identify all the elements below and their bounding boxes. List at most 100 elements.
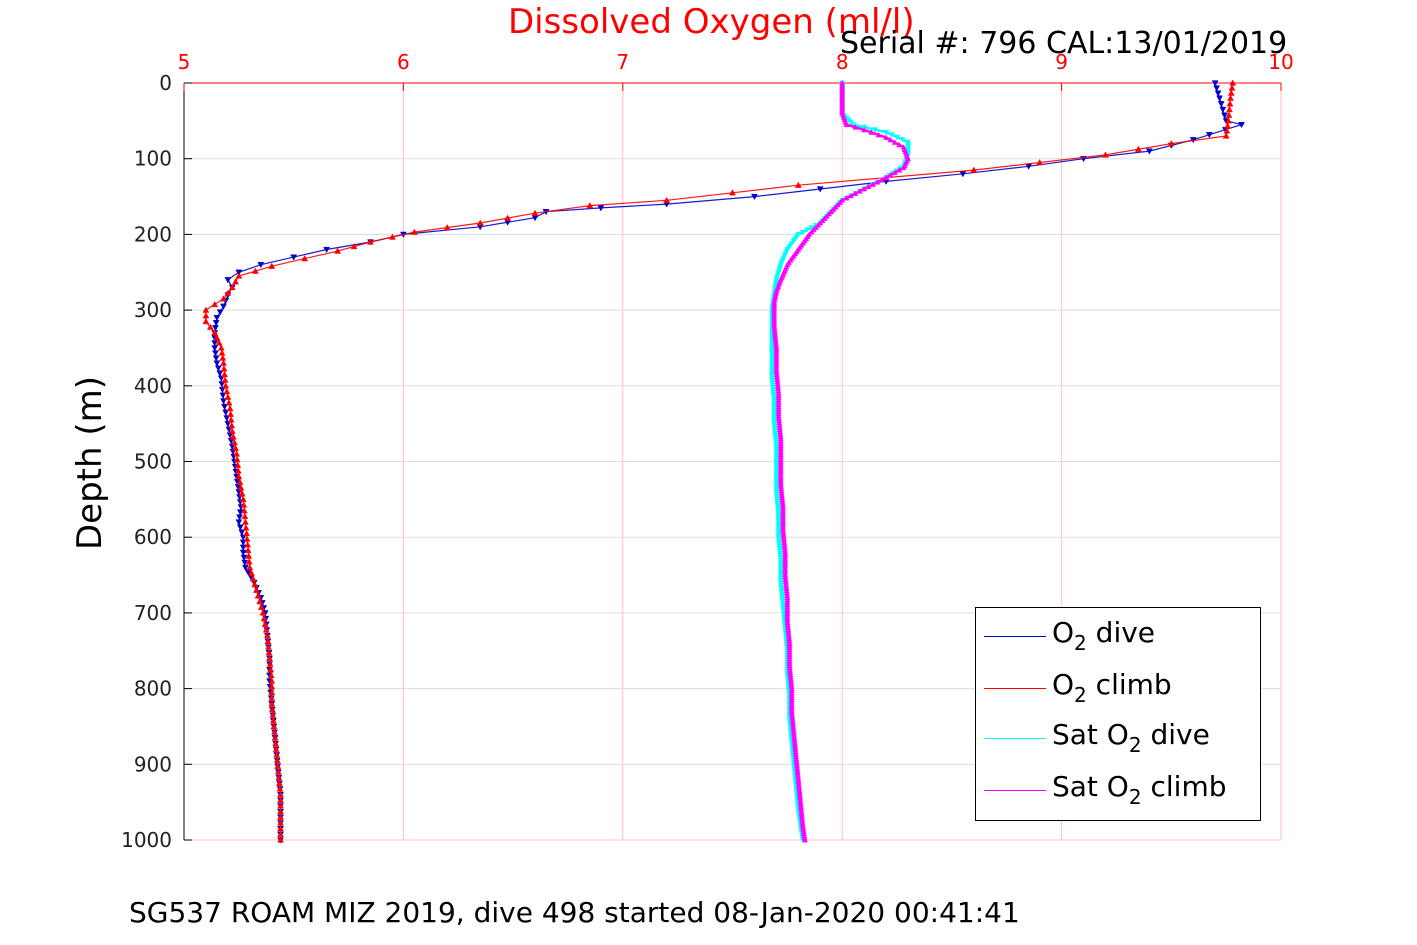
- data-point: [861, 126, 868, 133]
- data-point: [1227, 94, 1234, 101]
- data-point: [232, 278, 239, 285]
- data-point: [236, 524, 244, 531]
- data-point: [1224, 117, 1232, 124]
- data-point: [586, 202, 594, 209]
- data-point: [852, 190, 859, 196]
- data-point: [224, 421, 232, 428]
- data-point: [225, 399, 233, 406]
- legend-item-sat-o2-climb: Sat O2 climb: [976, 766, 1260, 816]
- x-tick-label: 6: [397, 50, 410, 74]
- data-point: [268, 700, 276, 707]
- data-point: [245, 552, 253, 559]
- data-point: [240, 554, 248, 561]
- data-point: [274, 768, 282, 775]
- data-point: [816, 186, 824, 193]
- data-point: [847, 192, 855, 199]
- data-point: [277, 836, 284, 843]
- data-point: [261, 620, 269, 627]
- data-point: [220, 359, 227, 366]
- data-point: [242, 564, 249, 571]
- data-point: [224, 277, 232, 284]
- data-point: [1213, 85, 1221, 92]
- data-point: [1134, 145, 1142, 152]
- data-point: [268, 705, 276, 713]
- data-point: [225, 426, 233, 433]
- data-point: [216, 370, 224, 377]
- data-point: [1226, 105, 1233, 113]
- data-point: [504, 214, 512, 221]
- data-point: [799, 229, 806, 236]
- data-point: [794, 181, 802, 188]
- data-point: [212, 350, 219, 357]
- x-tick-label: 9: [1055, 50, 1068, 74]
- legend-item-o2-dive: O2 dive: [976, 612, 1260, 662]
- data-point: [266, 660, 274, 667]
- data-point: [269, 711, 277, 718]
- y-tick-label: 300: [134, 298, 172, 322]
- data-point: [241, 559, 249, 566]
- data-point: [206, 323, 214, 330]
- data-point: [212, 355, 220, 362]
- data-point: [242, 518, 249, 525]
- data-point: [241, 512, 249, 520]
- data-point: [213, 334, 221, 341]
- data-point: [883, 134, 890, 140]
- data-point: [268, 262, 276, 269]
- data-point: [1036, 158, 1044, 166]
- data-point: [891, 139, 898, 145]
- data-point: [443, 224, 451, 231]
- data-point: [970, 166, 978, 173]
- data-point: [212, 320, 220, 327]
- data-point: [272, 739, 280, 747]
- data-point: [899, 137, 906, 143]
- data-point: [801, 836, 808, 843]
- y-tick-label: 400: [134, 374, 172, 398]
- data-point: [900, 164, 907, 171]
- serial-annotation: Serial #: 796 CAL:13/01/2019: [840, 26, 1288, 61]
- data-point: [865, 183, 872, 190]
- data-point: [1219, 106, 1227, 114]
- data-point: [265, 643, 272, 650]
- data-point: [1224, 122, 1232, 129]
- legend-line: [984, 738, 1046, 739]
- data-point: [804, 227, 811, 233]
- data-point: [217, 344, 225, 351]
- y-tick-label: 700: [134, 601, 172, 625]
- data-point: [222, 382, 230, 389]
- data-point: [531, 209, 539, 216]
- data-point: [1214, 90, 1222, 97]
- y-tick-label: 500: [134, 450, 172, 474]
- data-point: [220, 295, 227, 302]
- data-point: [234, 467, 242, 474]
- data-point: [843, 121, 850, 127]
- data-point: [239, 544, 247, 551]
- data-point: [232, 444, 239, 451]
- data-point: [233, 450, 241, 457]
- data-point: [350, 242, 358, 250]
- data-point: [267, 671, 275, 679]
- data-point: [260, 615, 268, 622]
- x-tick-label: 8: [836, 50, 849, 74]
- y-tick-label: 1000: [121, 828, 172, 852]
- data-point: [249, 575, 257, 582]
- data-point: [875, 131, 882, 138]
- data-point: [213, 315, 221, 322]
- y-tick-label: 0: [159, 71, 172, 95]
- data-point: [751, 193, 758, 201]
- data-point: [896, 167, 903, 173]
- data-point: [887, 172, 894, 178]
- data-point: [891, 169, 898, 176]
- legend-line: [984, 636, 1046, 637]
- data-point: [256, 598, 264, 605]
- data-point: [220, 365, 228, 372]
- data-point: [273, 757, 281, 764]
- data-point: [1205, 132, 1213, 139]
- data-point: [236, 514, 244, 521]
- data-point: [883, 129, 890, 136]
- data-point: [1145, 148, 1153, 155]
- legend-marker-shape: [1008, 685, 1014, 691]
- y-tick-label: 900: [134, 752, 172, 776]
- data-point: [243, 529, 250, 537]
- data-point: [224, 393, 232, 400]
- data-point: [808, 225, 815, 231]
